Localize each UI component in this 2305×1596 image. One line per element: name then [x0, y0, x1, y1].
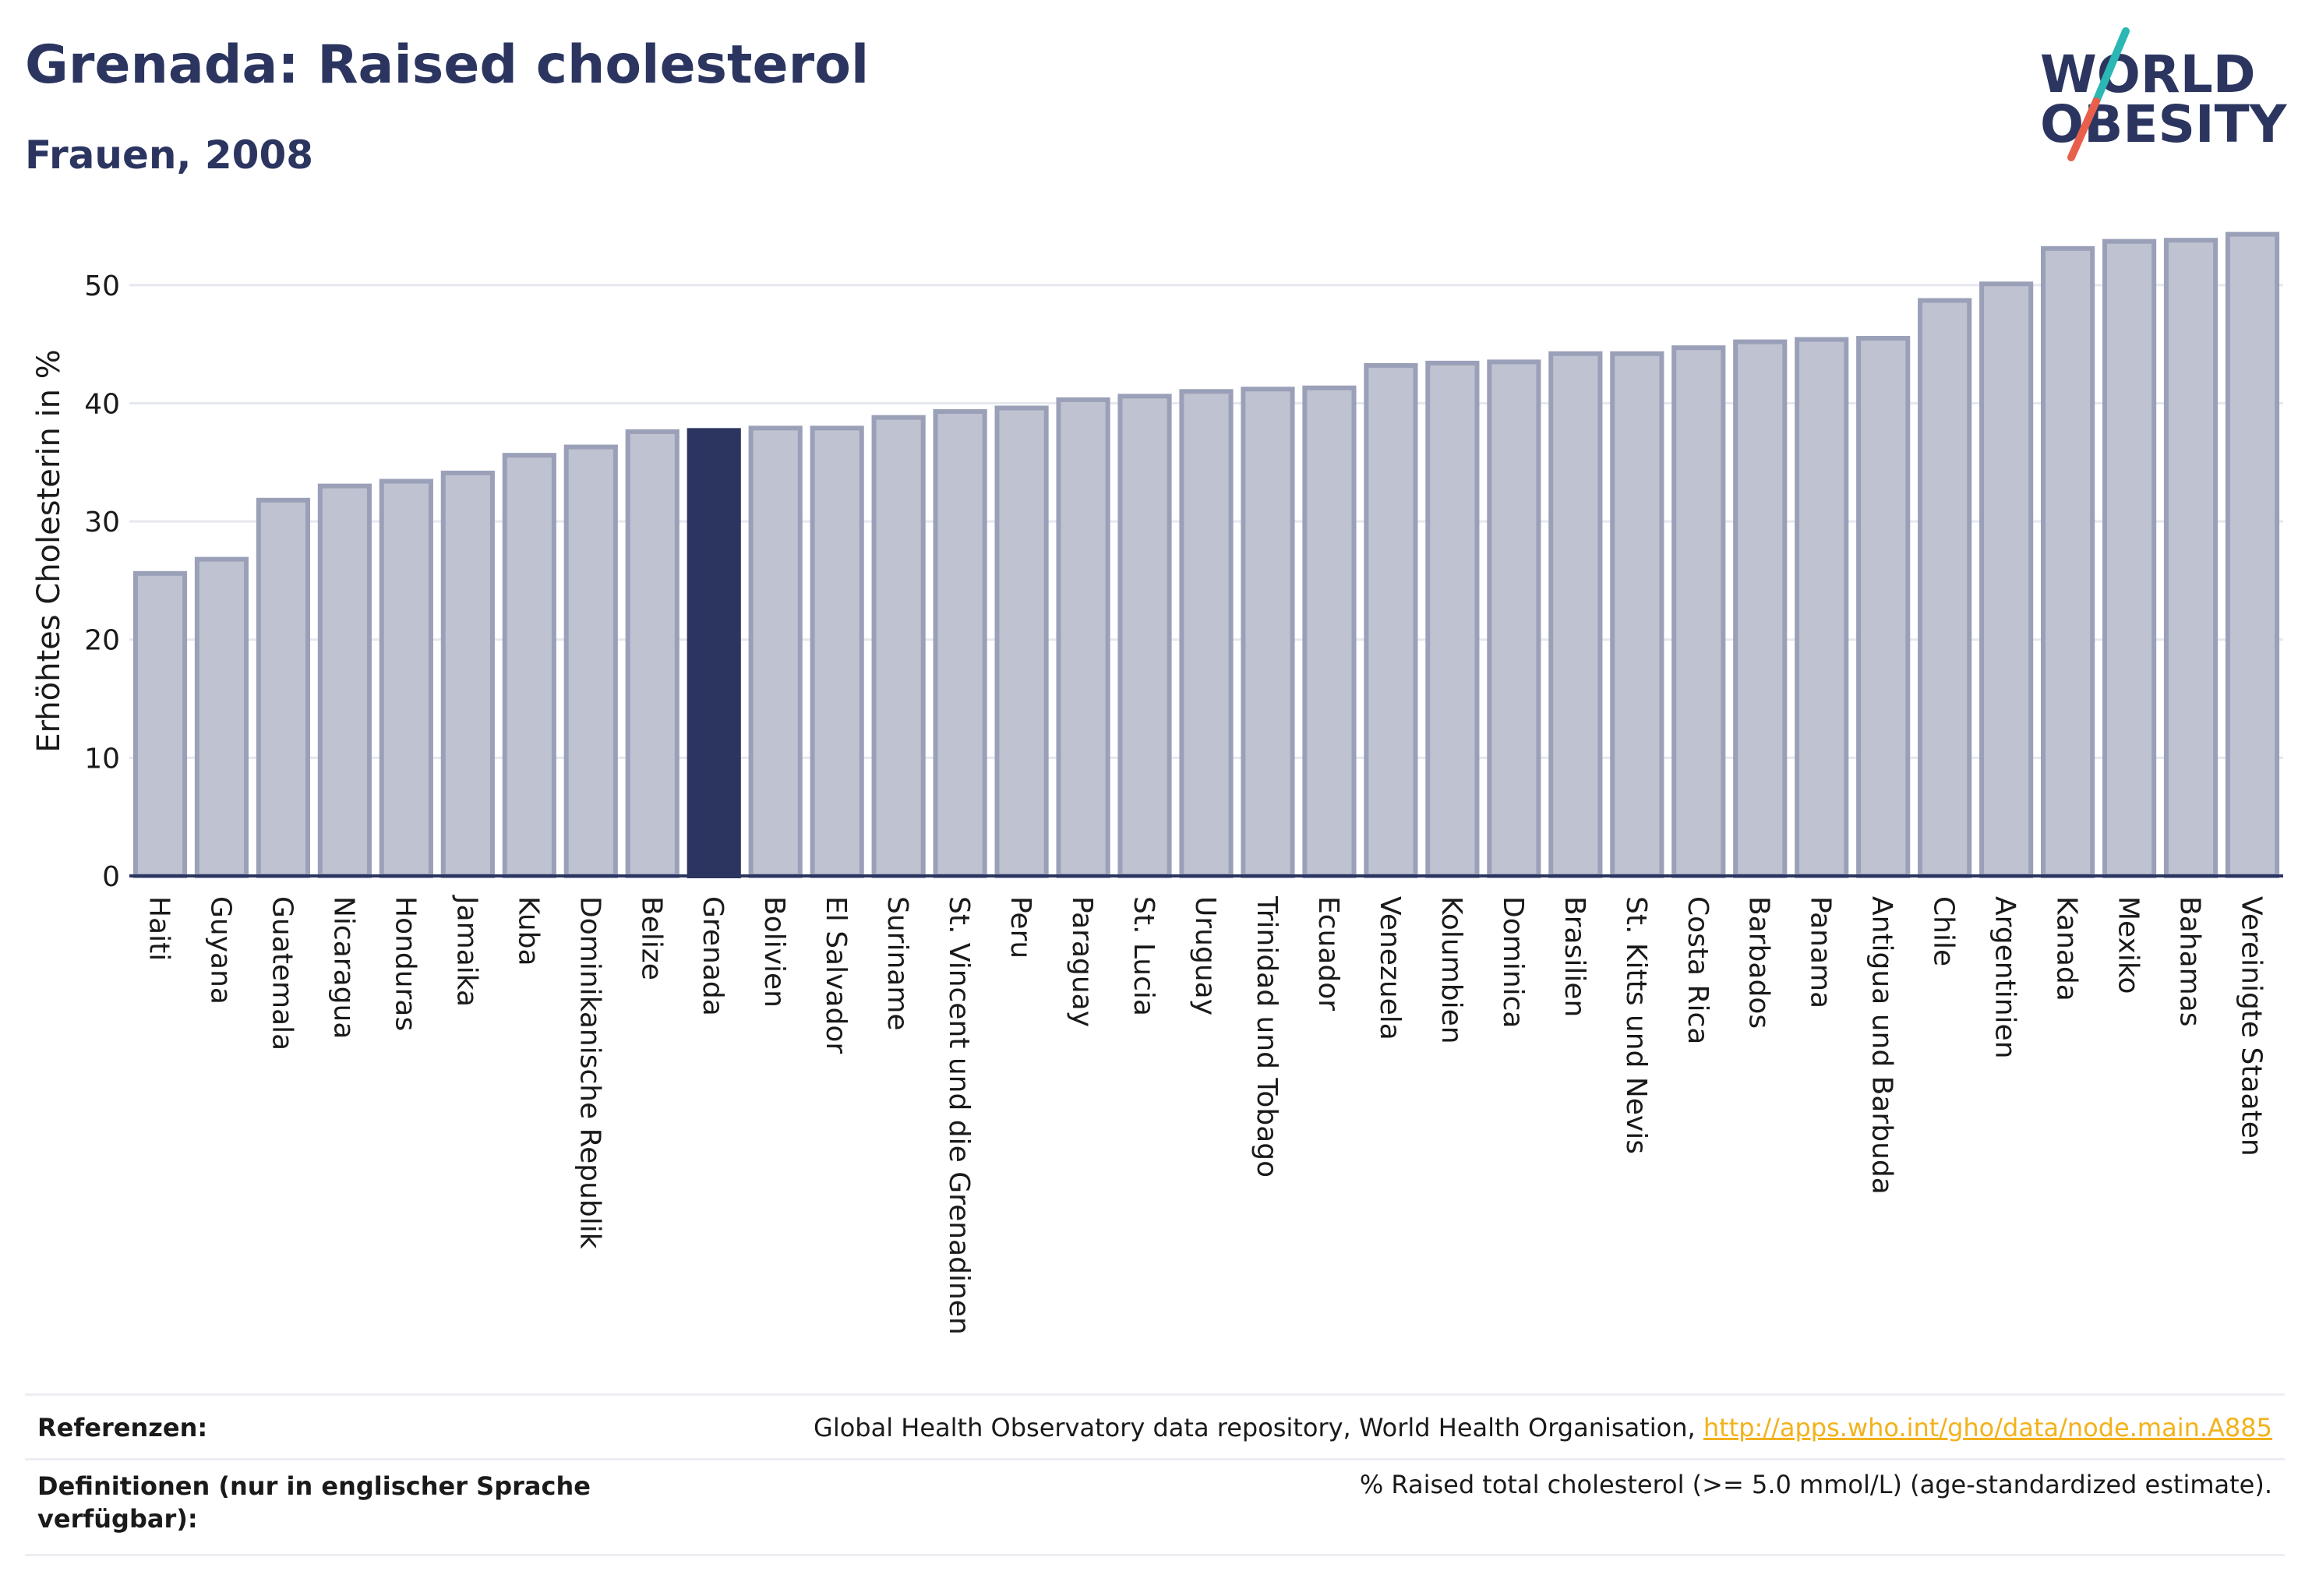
chart-title: Grenada: Raised cholesterol	[25, 34, 870, 96]
x-tick-label: Dominica	[1497, 896, 1529, 1029]
bar-jamaika	[440, 470, 495, 878]
bar-kolumbien	[1425, 360, 1480, 878]
bar-bahamas	[2163, 238, 2219, 878]
x-tick-label: Ecuador	[1312, 896, 1344, 1011]
x-tick-label: Costa Rica	[1682, 896, 1714, 1044]
x-tick-label: Kuba	[512, 896, 544, 966]
x-tick-label: Belize	[635, 896, 667, 980]
bar-argentinien	[1979, 281, 2034, 878]
x-tick-label: Vereinigte Staaten	[2236, 896, 2268, 1156]
bar-dominikanische-republik	[563, 444, 618, 878]
references-row: Referenzen: Global Health Observatory da…	[25, 1393, 2285, 1458]
bar-nicaragua	[317, 483, 372, 878]
bar-guyana	[194, 556, 249, 879]
bar-suriname	[871, 415, 926, 878]
bar-vereinigte-staaten	[2225, 231, 2280, 878]
bar-brasilien	[1548, 351, 1603, 878]
bar-guatemala	[256, 497, 311, 879]
bars	[132, 231, 2280, 879]
references-label: Referenzen:	[37, 1413, 208, 1442]
x-tick-label: St. Kitts und Nevis	[1620, 896, 1652, 1154]
logo-slash-red	[2067, 97, 2100, 161]
y-axis-label: Erhöhtes Cholesterin in %	[31, 349, 67, 752]
references-text: Global Health Observatory data repositor…	[814, 1413, 1703, 1442]
bar-mexiko	[2102, 238, 2157, 879]
x-tick-label: Kanada	[2051, 896, 2083, 1001]
x-tick-label: Grenada	[697, 896, 729, 1016]
definitions-row: Definitionen (nur in englischer Sprache …	[25, 1458, 2285, 1556]
y-axis-ticks: 0 10 20 30 40 50	[84, 270, 120, 893]
x-tick-label: Chile	[1928, 896, 1960, 966]
world-obesity-logo: WORLD OBESITY	[2040, 27, 2288, 161]
x-axis-ticks: Haiti Guyana Guatemala Nicaragua Honduras Jam…	[143, 895, 2267, 1335]
x-tick-label: Jamaika	[450, 895, 482, 1007]
bar-chart: 0 10 20 30 40 50 Haiti Guyana Guatemala Nicaragu…	[31, 231, 2283, 1335]
bar-belize	[625, 429, 679, 878]
x-tick-label: Peru	[1004, 896, 1036, 959]
bar-chile	[1918, 298, 1972, 879]
x-tick-label: Brasilien	[1558, 896, 1590, 1017]
x-tick-label: Mexiko	[2113, 896, 2144, 994]
x-tick-label: Kolumbien	[1435, 896, 1467, 1044]
x-tick-label: Guatemala	[266, 896, 298, 1050]
x-tick-label: Nicaragua	[327, 896, 359, 1039]
bar-panama	[1795, 337, 1849, 878]
chart-subtitle: Frauen, 2008	[25, 132, 314, 178]
x-tick-label: Venezuela	[1374, 896, 1406, 1040]
bar-grenada	[687, 428, 741, 878]
x-tick-label: Barbados	[1743, 896, 1775, 1029]
y-tick-label: 0	[102, 861, 120, 893]
references-link[interactable]: http://apps.who.int/gho/data/node.main.A…	[1703, 1413, 2272, 1442]
bar-st-kitts-und-nevis	[1610, 351, 1664, 878]
bar-trinidad-und-tobago	[1241, 387, 1295, 878]
x-tick-label: Bolivien	[758, 896, 790, 1008]
logo-slash-teal	[2092, 27, 2130, 105]
bar-haiti	[132, 570, 188, 878]
x-tick-label: St. Lucia	[1128, 896, 1160, 1016]
x-tick-label: Haiti	[143, 896, 175, 961]
bar-dominica	[1487, 359, 1541, 878]
y-tick-label: 50	[84, 270, 120, 302]
x-tick-label: Uruguay	[1189, 896, 1221, 1015]
x-tick-label: Bahamas	[2174, 896, 2206, 1027]
bar-paraguay	[1056, 397, 1110, 878]
bar-st-vincent-und-die-grenadinen	[933, 409, 987, 878]
bar-antigua-und-barbuda	[1856, 336, 1911, 878]
x-tick-label: Dominikanische Republik	[574, 896, 605, 1249]
y-tick-label: 40	[84, 388, 120, 420]
x-tick-label: Trinidad und Tobago	[1251, 895, 1283, 1178]
y-tick-label: 10	[84, 743, 120, 775]
x-tick-label: Suriname	[881, 896, 913, 1031]
x-tick-label: Argentinien	[1989, 896, 2021, 1059]
x-tick-label: St. Vincent und die Grenadinen	[943, 896, 975, 1335]
x-tick-label: El Salvador	[820, 896, 852, 1054]
bar-costa-rica	[1671, 345, 1726, 879]
logo-word-world: WORLD	[2040, 44, 2256, 104]
x-tick-label: Guyana	[204, 896, 236, 1005]
y-tick-label: 20	[84, 625, 120, 657]
bar-st-lucia	[1117, 394, 1172, 878]
definitions-label: Definitionen (nur in englischer Sprache …	[37, 1471, 591, 1534]
footer-table: Referenzen: Global Health Observatory da…	[25, 1393, 2285, 1556]
bar-ecuador	[1302, 385, 1357, 878]
x-tick-label: Antigua und Barbuda	[1866, 896, 1898, 1195]
bar-el-salvador	[810, 425, 864, 878]
x-tick-label: Honduras	[389, 896, 421, 1031]
bar-venezuela	[1364, 362, 1418, 878]
x-tick-label: Paraguay	[1066, 896, 1098, 1027]
bar-uruguay	[1179, 389, 1234, 879]
x-tick-label: Panama	[1805, 896, 1837, 1008]
definitions-text: % Raised total cholesterol (>= 5.0 mmol/…	[1359, 1470, 2272, 1499]
bar-honduras	[379, 478, 433, 878]
bar-kanada	[2041, 245, 2095, 878]
bar-bolivien	[748, 425, 803, 878]
bar-barbados	[1733, 339, 1788, 878]
y-tick-label: 30	[84, 507, 120, 538]
bar-kuba	[502, 453, 556, 878]
bar-peru	[994, 405, 1049, 878]
references-value: Global Health Observatory data repositor…	[814, 1413, 2272, 1442]
